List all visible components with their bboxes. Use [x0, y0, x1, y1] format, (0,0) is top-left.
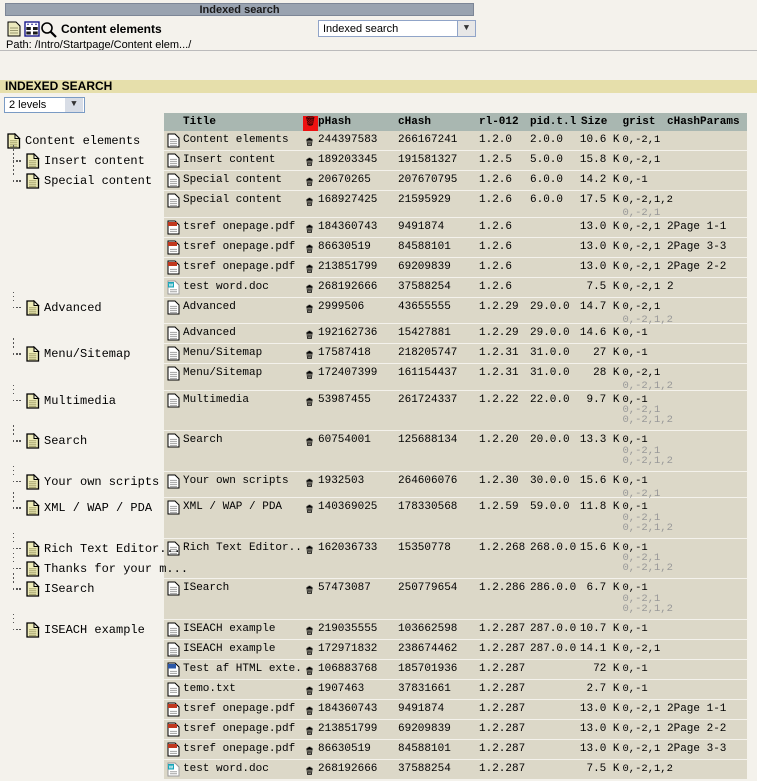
svg-text:W: W [169, 764, 174, 769]
svg-text:W: W [169, 282, 174, 287]
